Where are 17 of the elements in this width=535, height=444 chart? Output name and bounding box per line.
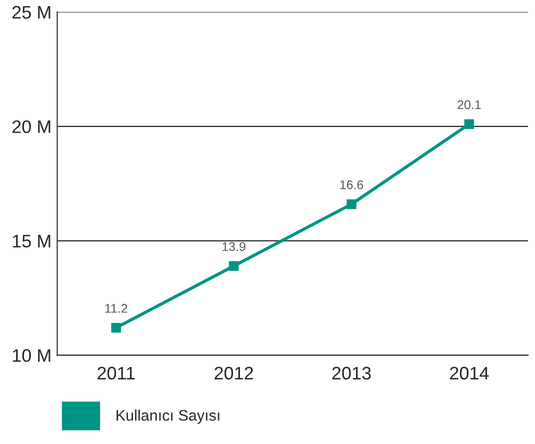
data-label: 16.6	[340, 180, 364, 190]
data-label: 20.1	[458, 100, 481, 110]
x-tick-label: 2013	[332, 366, 371, 380]
data-label: 13.9	[222, 242, 246, 251]
y-tick-label: 10 M	[12, 349, 50, 362]
legend-label: Kullanıcı Sayısı	[116, 410, 220, 424]
x-tick-label: 2014	[450, 366, 489, 380]
point	[111, 322, 121, 333]
y-tick-label: 25 M	[12, 6, 50, 19]
x-tick-label: 2012	[214, 366, 253, 380]
y-tick-label: 15 M	[12, 234, 50, 248]
point	[228, 261, 239, 271]
y-tick-label: 20 M	[12, 120, 50, 134]
point	[464, 119, 474, 129]
x-tick-label: 2011	[98, 366, 135, 380]
data-label: 11.2	[105, 304, 128, 313]
point	[346, 199, 356, 210]
